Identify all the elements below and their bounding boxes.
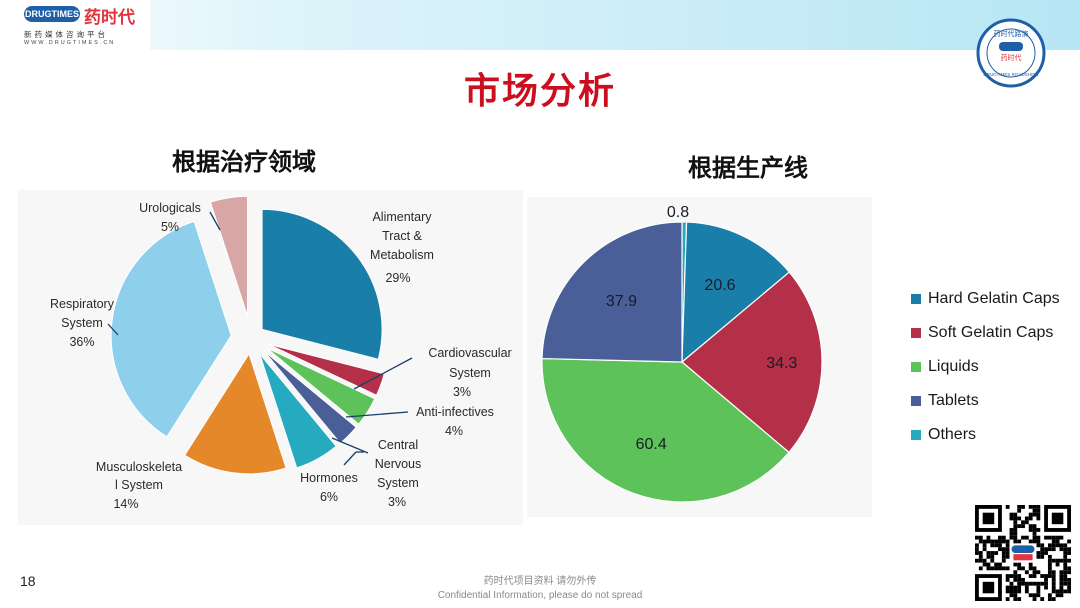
page-title: 市场分析 bbox=[463, 71, 616, 112]
pie1-slice-central-nervous-system bbox=[263, 350, 357, 444]
pie1-label-urologicals: Urologicals bbox=[139, 201, 201, 215]
pie1-label-anti-infectives: Anti-infectives bbox=[416, 405, 494, 419]
legend-label: Tablets bbox=[928, 392, 979, 409]
pie1-value-hormones: 6% bbox=[320, 490, 338, 504]
legend-item-tablets: Tablets bbox=[911, 384, 1060, 418]
pie2-value-liquids: 60.4 bbox=[636, 436, 667, 453]
therapeutic-area-pie-chart: Alimentary Tract & Metabolism 29% Cardiova… bbox=[18, 190, 523, 525]
qr-code-icon bbox=[975, 505, 1071, 601]
pie1-label-cardiovascular: Cardiovascular System bbox=[428, 346, 511, 380]
leader-line-cardiovascular bbox=[353, 357, 413, 390]
pie1-value-cardiovascular: 3% bbox=[453, 385, 471, 399]
legend-item-liquids: Liquids bbox=[911, 350, 1060, 384]
legend-item-hard-gelatin: Hard Gelatin Caps bbox=[911, 282, 1060, 316]
page-number: 18 bbox=[20, 573, 36, 589]
pie2-value-hard-gelatin-caps: 20.6 bbox=[704, 277, 735, 294]
pie1-value-urologicals: 5% bbox=[161, 220, 179, 234]
chart1-title: 根据治疗领域 bbox=[172, 148, 316, 176]
pie2-value-tablets: 37.9 bbox=[606, 293, 637, 310]
legend-label: Hard Gelatin Caps bbox=[928, 290, 1060, 307]
pie2-value-soft-gelatin-caps: 34.3 bbox=[766, 355, 797, 372]
legend-swatch bbox=[911, 396, 921, 406]
header-banner bbox=[0, 0, 1080, 50]
pie1-value-cns: 3% bbox=[388, 495, 406, 509]
drugtimes-logo: DRUGTIMES 药时代 新药媒体咨询平台 WWW.DRUGTIMES.CN bbox=[0, 0, 150, 50]
legend-label: Others bbox=[928, 426, 977, 443]
pie1-slice-alimentary-tract-metabolism bbox=[261, 208, 383, 360]
pie1-label-hormones: Hormones bbox=[300, 471, 358, 485]
pie1-slice-hormones bbox=[259, 353, 337, 469]
leader-line-anti-infectives bbox=[345, 411, 409, 418]
pie1-value-anti-infectives: 4% bbox=[445, 424, 463, 438]
legend-swatch bbox=[911, 328, 921, 338]
pie1-label-alimentary: Alimentary Tract & Metabolism bbox=[370, 210, 434, 262]
legend-swatch bbox=[911, 362, 921, 372]
legend-label: Liquids bbox=[928, 358, 979, 375]
pie2-slice-hard-gelatin-caps bbox=[681, 221, 791, 364]
logo-tagline: 新药媒体咨询平台 bbox=[24, 30, 108, 39]
legend-swatch bbox=[911, 294, 921, 304]
pie1-slice-urologicals bbox=[209, 195, 249, 317]
leader-line-urologicals bbox=[209, 211, 221, 231]
pie1-value-musculoskeletal: 14% bbox=[113, 497, 138, 511]
logo-name: 药时代 bbox=[84, 8, 135, 28]
legend-item-soft-gelatin: Soft Gelatin Caps bbox=[911, 316, 1060, 350]
pie1-value-respiratory: 36% bbox=[69, 335, 94, 349]
pie2-slice-liquids bbox=[541, 357, 790, 503]
pie1-value-alimentary: 29% bbox=[385, 271, 410, 285]
production-line-legend: Hard Gelatin Caps Soft Gelatin Caps Liqu… bbox=[911, 282, 1060, 452]
pie1-label-respiratory: Respiratory System bbox=[50, 297, 115, 330]
pie1-slice-respiratory-system bbox=[110, 220, 232, 438]
roadshow-seal-icon: 药时代路演 药时代 DRUGTIMES ROADSHOW bbox=[976, 18, 1046, 88]
leader-line-alimentary bbox=[343, 451, 357, 466]
production-line-pie-chart: 0.8 20.6 34.3 60.4 37.9 bbox=[527, 197, 872, 517]
pie1-label-cns: Central Nervous System bbox=[375, 438, 422, 490]
leader-line-cns bbox=[331, 437, 369, 454]
seal-badge: 药时代 bbox=[1001, 53, 1022, 62]
pie1-slice-anti-infectives bbox=[265, 347, 376, 425]
logo-url: WWW.DRUGTIMES.CN bbox=[24, 40, 116, 46]
seal-outer-text: DRUGTIMES ROADSHOW bbox=[983, 72, 1039, 77]
seal-text: 药时代路演 bbox=[994, 29, 1029, 38]
legend-item-others: Others bbox=[911, 418, 1060, 452]
confidential-note-cn: 药时代项目资料 请勿外传 bbox=[483, 576, 597, 587]
pie1-slice-musculoskeletal-system bbox=[184, 352, 287, 475]
logo-badge: DRUGTIMES bbox=[24, 6, 80, 22]
legend-swatch bbox=[911, 430, 921, 440]
pie2-slice-soft-gelatin-caps bbox=[681, 271, 823, 454]
leader-line-respiratory bbox=[107, 323, 119, 336]
pie1-label-musculoskeletal: Musculoskeleta l System bbox=[96, 460, 182, 492]
confidential-note-en: Confidential Information, please do not … bbox=[437, 590, 643, 601]
legend-label: Soft Gelatin Caps bbox=[928, 324, 1054, 341]
pie1-slice-cardiovascular-system bbox=[267, 343, 385, 396]
chart2-title: 根据生产线 bbox=[688, 154, 808, 182]
pie2-value-others: 0.8 bbox=[667, 204, 689, 221]
pie2-slice-tablets bbox=[541, 221, 683, 363]
